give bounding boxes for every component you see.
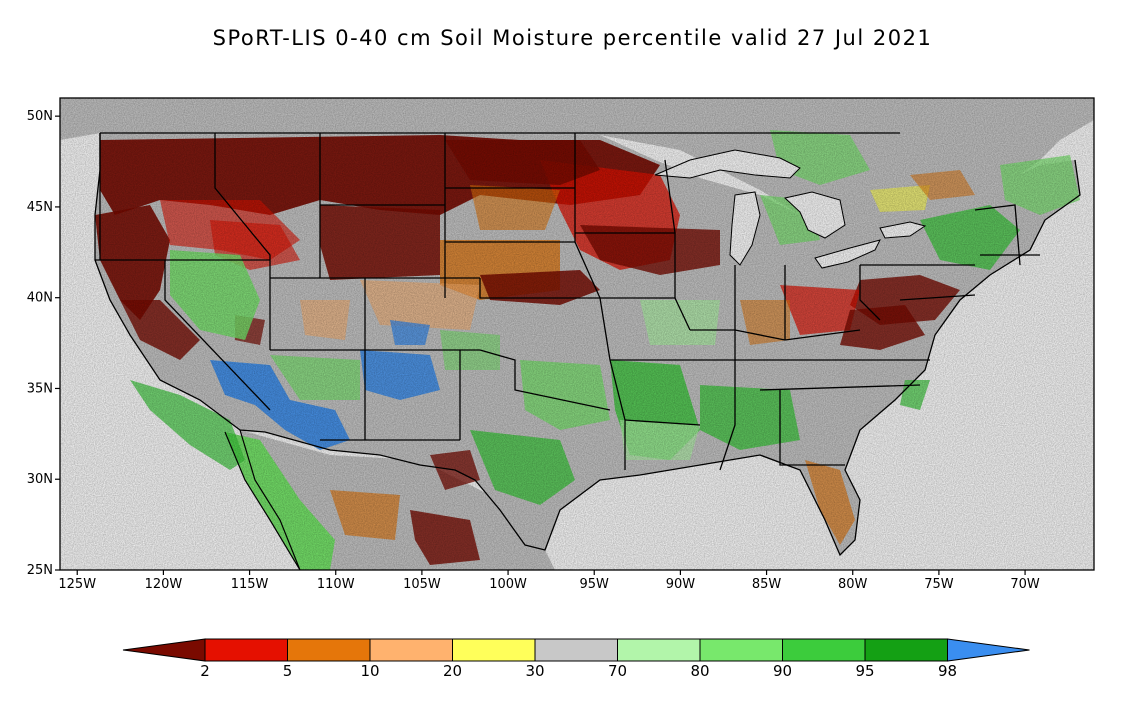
data-texture [60, 98, 1094, 570]
lat-tick-label: 35N [27, 381, 53, 396]
lon-tick-label: 80W [838, 577, 868, 592]
lon-tick-label: 100W [489, 577, 527, 592]
lon-tick-label: 120W [145, 577, 183, 592]
lon-tick-label: 85W [752, 577, 782, 592]
colorbar-label: 5 [283, 662, 293, 680]
lon-tick-label: 110W [317, 577, 355, 592]
colorbar-bin [287, 638, 371, 662]
map-plot-area [60, 98, 1094, 570]
colorbar-bin [699, 638, 783, 662]
colorbar-bin [369, 638, 453, 662]
lon-tick-label: 90W [666, 577, 696, 592]
colorbar-label: 30 [525, 662, 544, 680]
colorbar-label: 70 [608, 662, 627, 680]
colorbar-low-cap [122, 638, 206, 662]
colorbar-bin [204, 638, 288, 662]
colorbar-label: 90 [773, 662, 792, 680]
state-boundaries [95, 132, 1040, 471]
lon-tick-label: 70W [1010, 577, 1040, 592]
colorbar-label: 20 [443, 662, 462, 680]
latitude-axis: 50N 45N 40N 35N 30N 25N [27, 109, 60, 578]
colorbar-label: 95 [855, 662, 874, 680]
lon-tick-label: 75W [924, 577, 954, 592]
lat-tick-label: 50N [27, 109, 53, 124]
colorbar-bin [782, 638, 866, 662]
colorbar-bin [534, 638, 618, 662]
lon-tick-label: 115W [231, 577, 269, 592]
lat-tick-label: 45N [27, 200, 53, 215]
lon-tick-label: 125W [58, 577, 96, 592]
colorbar: 2 5 10 20 30 70 80 90 95 98 [122, 638, 1030, 680]
colorbar-label: 80 [690, 662, 709, 680]
lat-tick-label: 30N [27, 472, 53, 487]
colorbar-label: 2 [200, 662, 210, 680]
mexico-coast [224, 429, 301, 570]
longitude-axis: 125W 120W 115W 110W 105W 100W 95W 90W 85W 80W 75W 7… [58, 570, 1040, 592]
lon-tick-label: 95W [580, 577, 610, 592]
map-frame [59, 97, 1095, 571]
colorbar-bin [452, 638, 536, 662]
colorbar-bin [617, 638, 701, 662]
lat-tick-label: 40N [27, 291, 53, 306]
lat-tick-label: 25N [27, 563, 53, 578]
coastline [94, 133, 1081, 557]
colorbar-label: 10 [360, 662, 379, 680]
colorbar-label: 98 [938, 662, 957, 680]
lon-tick-label: 105W [403, 577, 441, 592]
map-title: SPoRT-LIS 0-40 cm Soil Moisture percenti… [212, 26, 933, 50]
colorbar-high-cap [947, 638, 1030, 662]
colorbar-bin [864, 638, 948, 662]
